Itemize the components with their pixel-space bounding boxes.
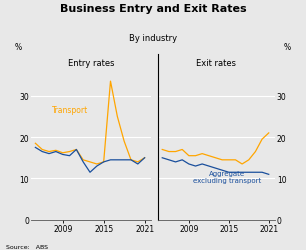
Text: %: % [15,43,22,52]
Text: Business Entry and Exit Rates: Business Entry and Exit Rates [60,4,246,14]
Text: By industry: By industry [129,34,177,43]
Text: %: % [284,43,291,52]
Text: Aggregate
excluding transport: Aggregate excluding transport [193,170,261,183]
Text: Source:   ABS: Source: ABS [6,244,48,249]
Text: Exit rates: Exit rates [196,58,237,67]
Text: Entry rates: Entry rates [68,58,114,67]
Text: Transport: Transport [52,106,89,115]
